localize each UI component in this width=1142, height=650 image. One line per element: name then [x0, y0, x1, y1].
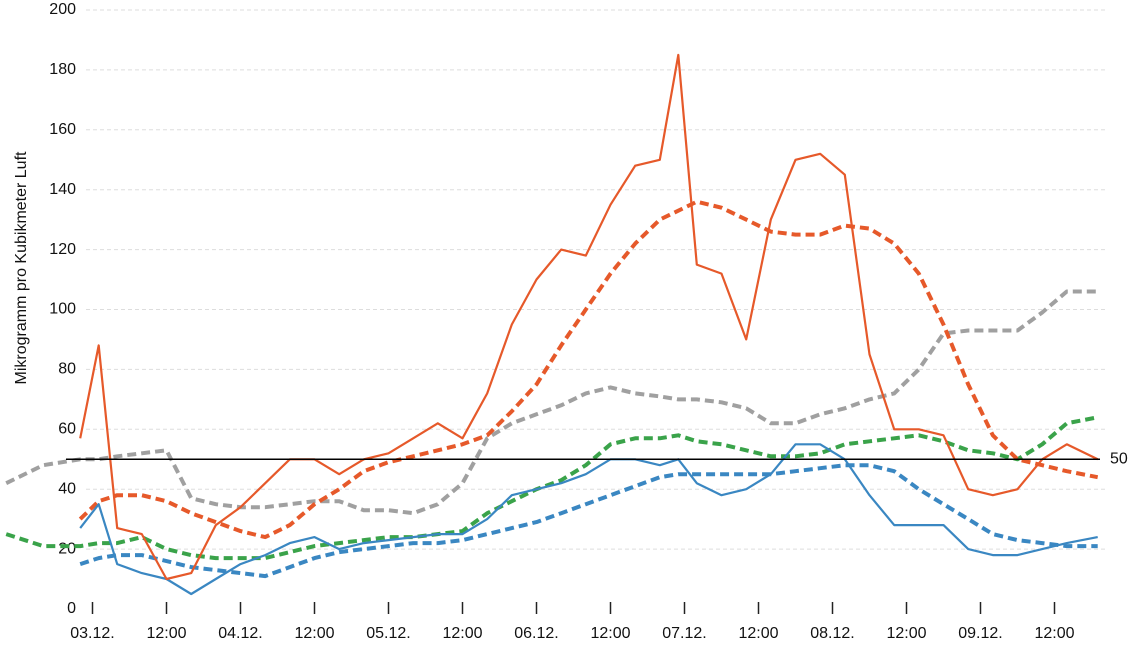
y-tick-label: 160 [49, 121, 76, 138]
x-tick-label: 09.12. [958, 625, 1002, 642]
y-tick-label: 80 [58, 361, 76, 378]
x-tick-label: 12:00 [294, 625, 334, 642]
dashed-line [5, 415, 1099, 561]
x-tick-label: 05.12. [366, 625, 410, 642]
x-tick-label: 12:00 [442, 625, 482, 642]
y-tick-label: 180 [49, 61, 76, 78]
x-tick-label: 04.12. [218, 625, 262, 642]
dashed-line [78, 199, 1099, 540]
x-tick-label: 03.12. [70, 625, 114, 642]
line [79, 443, 1098, 596]
x-tick-label: 12:00 [738, 625, 778, 642]
x-tick-label: 12:00 [146, 625, 186, 642]
y-tick-label: 120 [49, 241, 76, 258]
dashed-line [5, 289, 1098, 516]
y-tick-label: 60 [58, 421, 76, 438]
dashed-line [79, 463, 1098, 579]
y-tick-label: 20 [58, 540, 76, 557]
y-tick-label: 40 [58, 480, 76, 497]
y-tick-label: 100 [49, 301, 76, 318]
y-tick-label: 0 [67, 600, 76, 617]
x-tick-label: 06.12. [514, 625, 558, 642]
y-tick-label: 200 [49, 1, 76, 18]
y-axis-label: Mikrogramm pro Kubikmeter Luft [13, 151, 30, 385]
reference-label: 50 [1110, 450, 1128, 467]
x-tick-label: 12:00 [590, 625, 630, 642]
y-tick-label: 140 [49, 181, 76, 198]
x-tick-label: 12:00 [886, 625, 926, 642]
line [79, 53, 1099, 581]
x-tick-label: 07.12. [662, 625, 706, 642]
x-tick-label: 08.12. [810, 625, 854, 642]
x-tick-label: 12:00 [1034, 625, 1074, 642]
